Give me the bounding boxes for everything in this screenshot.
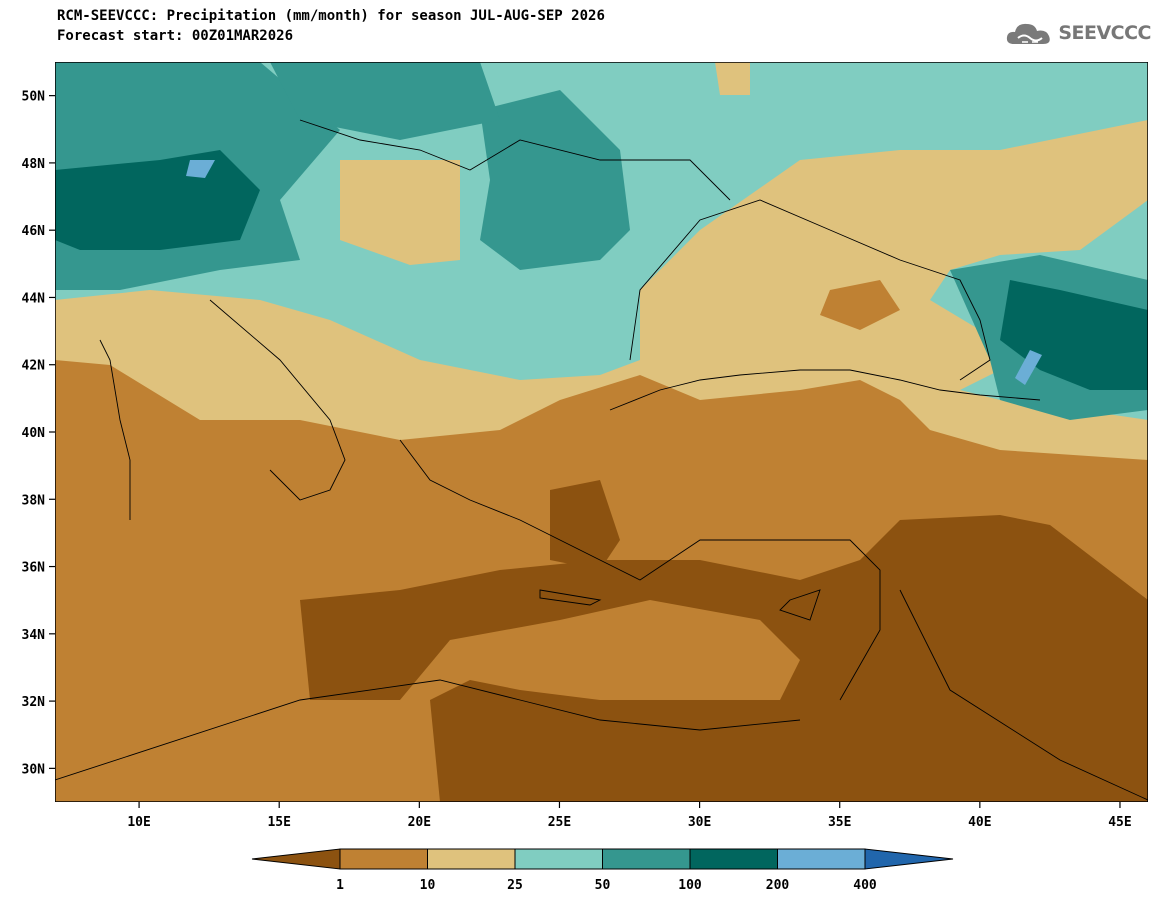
colorbar-label: 100 [678, 878, 702, 893]
lat-tick-label: 44N [22, 291, 46, 306]
forecast-start-label: Forecast start: 00Z01MAR2026 [57, 28, 294, 44]
colorbar-label: 1 [336, 878, 344, 893]
latitude-axis: 30N 32N 34N 36N 38N 40N 42N 44N 46N 48N 50N [22, 90, 55, 777]
colorbar-label: 25 [507, 878, 523, 893]
colorbar-box [514, 848, 603, 870]
lon-tick-label: 20E [408, 815, 431, 830]
lat-tick-label: 48N [22, 157, 46, 172]
lon-tick-label: 25E [548, 815, 571, 830]
precipitation-field [55, 62, 1148, 802]
colorbar-label: 50 [595, 878, 611, 893]
lat-tick-label: 42N [22, 359, 46, 374]
lat-tick-label: 38N [22, 493, 46, 508]
colorbar-label: 400 [853, 878, 877, 893]
colorbar-box [777, 848, 866, 870]
lon-tick-label: 35E [828, 815, 851, 830]
colorbar-legend: 1 10 25 50 100 200 400 [251, 848, 954, 893]
lon-tick-label: 40E [968, 815, 991, 830]
lon-tick-label: 45E [1108, 815, 1131, 830]
lat-tick-label: 46N [22, 224, 46, 239]
cloud-logo-icon [1007, 23, 1051, 44]
map-title: RCM-SEEVCCC: Precipitation (mm/month) fo… [57, 8, 605, 24]
longitude-axis: 10E 15E 20E 25E 30E 35E 40E 45E [127, 802, 1132, 830]
lat-tick-label: 36N [22, 561, 46, 576]
lon-tick-label: 15E [267, 815, 290, 830]
logo-text: SEEVCCC [1058, 22, 1151, 44]
colorbar-box [427, 848, 516, 870]
coastlines [55, 119, 1148, 801]
colorbar-max-arrow [864, 848, 954, 870]
lat-tick-label: 32N [22, 695, 46, 710]
colorbar-box [339, 848, 428, 870]
lat-tick-label: 34N [22, 628, 46, 643]
lon-tick-label: 10E [127, 815, 150, 830]
lat-tick-label: 50N [22, 90, 46, 105]
colorbar-label: 10 [420, 878, 436, 893]
lat-tick-label: 30N [22, 762, 46, 777]
lon-tick-label: 30E [688, 815, 711, 830]
colorbar-min-arrow [251, 848, 341, 870]
seevccc-logo: SEEVCCC [1004, 18, 1151, 48]
lat-tick-label: 40N [22, 426, 46, 441]
colorbar-label: 200 [766, 878, 790, 893]
colorbar-box [602, 848, 691, 870]
colorbar-box [689, 848, 778, 870]
